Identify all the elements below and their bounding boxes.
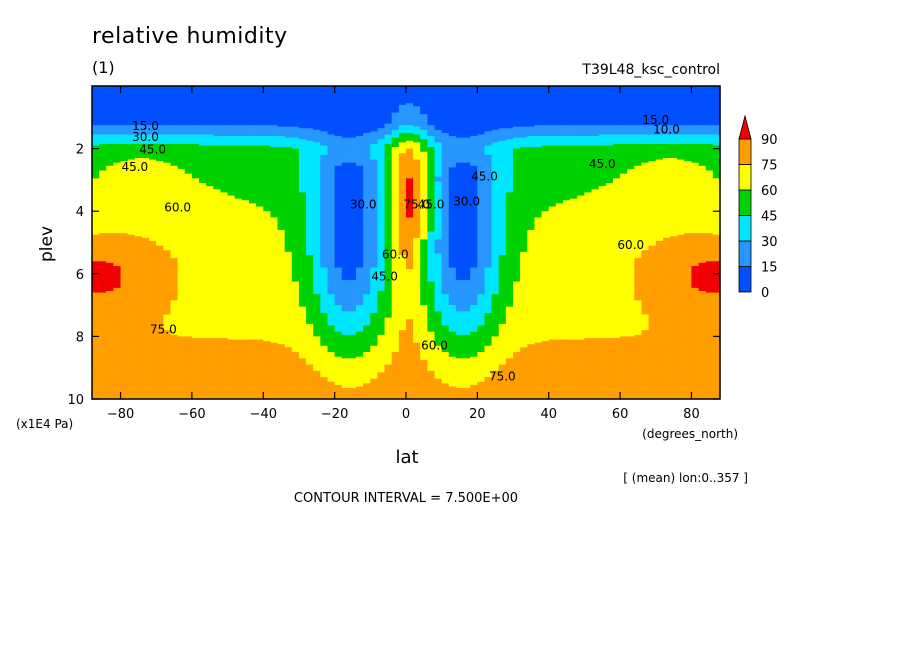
x-tick-label: 20 [469, 407, 486, 422]
x-tick-label: −80 [107, 407, 134, 422]
contour-label-group: 15.030.045.045.060.075.030.045.060.075.0… [121, 113, 679, 384]
x-axis-title: lat [395, 447, 418, 468]
y-axis-title: plev [37, 226, 57, 262]
contour-interval-note: CONTOUR INTERVAL = 7.500E+00 [294, 491, 518, 506]
contour-label: 45.0 [589, 157, 616, 171]
contour-label: 45.0 [371, 269, 398, 283]
y-tick-label: 6 [76, 268, 84, 283]
colorbar-label: 90 [761, 133, 778, 148]
chart-title: relative humidity [92, 24, 288, 49]
colorbar-segment [738, 164, 752, 191]
contour-label: 60.0 [617, 238, 644, 252]
contour-label: 10.0 [653, 122, 680, 136]
colorbar-label: 15 [761, 261, 778, 276]
colorbar-label: 0 [761, 286, 769, 301]
contour-label: 60.0 [164, 201, 191, 215]
colorbar-label: 30 [761, 235, 778, 250]
colorbar-segment [738, 138, 752, 165]
contour-label: 45.0 [471, 169, 498, 183]
contour-label: 75.0 [403, 197, 430, 211]
x-tick-label: −60 [178, 407, 205, 422]
contour-label: 15.0 [132, 119, 159, 133]
colorbar-label: 75 [761, 159, 778, 174]
colorbar: 0 15 30 45 60 75 90 [738, 114, 778, 301]
x-tick-label: 0 [402, 407, 410, 422]
x-tick-label: 40 [540, 407, 557, 422]
colorbar-segment [738, 240, 752, 267]
x-tick-label: −40 [250, 407, 277, 422]
contour-label: 30.0 [132, 130, 159, 144]
colorbar-segment [738, 215, 752, 242]
contour-label: 15.0 [642, 113, 669, 127]
contour-label: 60.0 [382, 248, 409, 262]
contour-label: 45.0 [121, 160, 148, 174]
y-axis-units: (x1E4 Pa) [16, 417, 73, 431]
y-tick-label: 8 [76, 330, 84, 345]
contour-label: 45.0 [418, 197, 445, 211]
contour-label: 75.0 [150, 323, 177, 337]
y-tick-label: 2 [76, 143, 84, 158]
colorbar-segment [738, 266, 752, 293]
contour-label: 75.0 [489, 370, 516, 384]
panel-label: (1) [92, 58, 115, 77]
x-axis-units: (degrees_north) [642, 427, 738, 441]
x-tick-label: 60 [612, 407, 629, 422]
contour-label: 60.0 [421, 338, 448, 352]
contour-label: 45.0 [139, 143, 166, 157]
contour-label: 30.0 [350, 197, 377, 211]
colorbar-segment [738, 189, 752, 216]
x-tick-label: 80 [683, 407, 700, 422]
contour-label: 30.0 [453, 194, 480, 208]
y-tick-label: 4 [76, 205, 84, 220]
colorbar-label: 60 [761, 184, 778, 199]
colorbar-extend-arrow [738, 114, 752, 140]
contour-fill [92, 86, 721, 400]
run-name: T39L48_ksc_control [582, 62, 720, 78]
colorbar-label: 45 [761, 210, 778, 225]
x-tick-label: −20 [321, 407, 348, 422]
y-tick-label: 10 [67, 393, 84, 408]
mean-note: [ (mean) lon:0..357 ] [623, 471, 748, 485]
